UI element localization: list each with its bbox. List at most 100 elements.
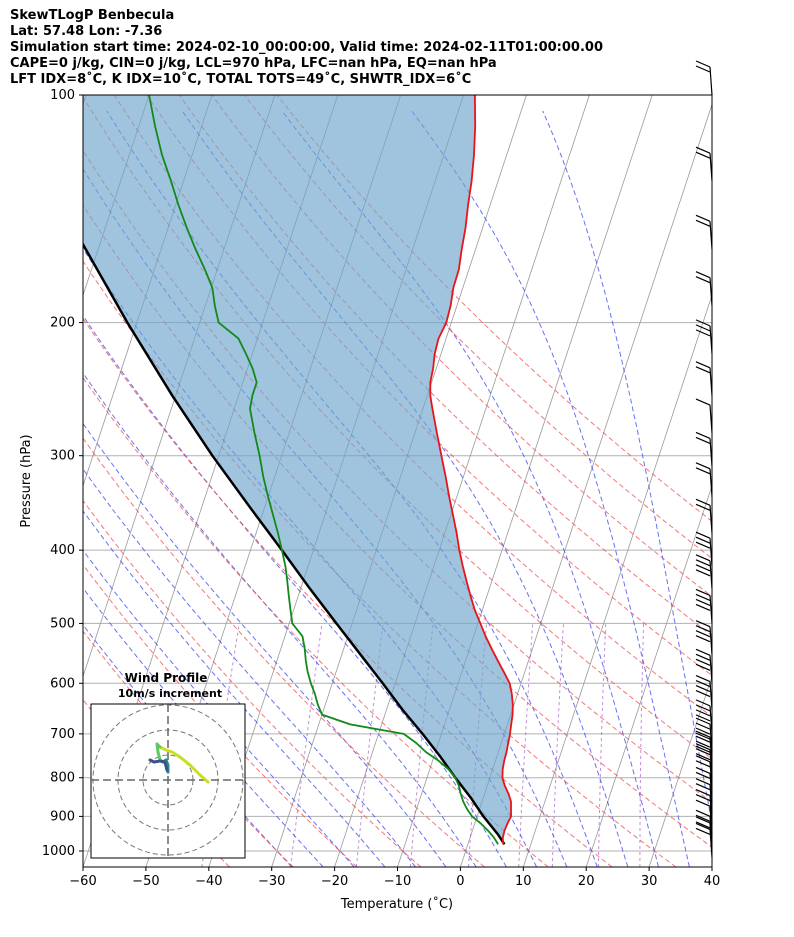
isotherm-10 — [522, 293, 712, 867]
mixing-ratio-line — [551, 623, 564, 867]
mixing-ratio-line — [409, 623, 434, 867]
wind-barb-flag — [695, 727, 711, 735]
wind-barb-flag — [695, 603, 711, 611]
location-info: Lat: 57.48 Lon: -7.36 — [10, 24, 163, 39]
dry-adiabat — [244, 95, 712, 560]
hodograph-segment — [170, 750, 182, 759]
wind-barb-flag — [695, 398, 711, 406]
y-tick-label: 800 — [50, 771, 75, 786]
wind-barb-flag — [695, 319, 711, 327]
wind-barb-flag — [695, 329, 711, 337]
wind-barb — [695, 214, 713, 250]
wind-barb-flag — [695, 822, 711, 831]
y-tick-label: 700 — [50, 727, 75, 742]
wind-barb-flag — [695, 462, 711, 470]
moist-adiabat — [83, 468, 416, 867]
y-tick-label: 500 — [50, 616, 75, 631]
wind-barb-flag — [695, 635, 711, 643]
wind-barb-staff — [709, 66, 713, 96]
wind-barb-flag — [695, 648, 711, 656]
wind-barb-flag — [695, 689, 711, 698]
hodograph-segment — [148, 758, 156, 764]
wind-barb-flag — [695, 541, 711, 549]
wind-barb-flag — [695, 789, 711, 797]
wind-barb-flag — [695, 722, 711, 730]
wind-barb-flag — [695, 536, 711, 544]
wind-barb — [695, 60, 713, 96]
wind-barb-flag — [695, 214, 711, 222]
wind-barb — [695, 743, 713, 778]
hodograph-title: Wind Profile — [125, 671, 208, 685]
y-axis-label: Pressure (hPa) — [19, 434, 34, 527]
isotherm--20 — [334, 95, 590, 867]
hodograph-segment — [198, 773, 210, 784]
wind-barb-flag — [695, 361, 711, 369]
wind-barb-flag — [695, 679, 711, 688]
wind-barb — [695, 588, 713, 624]
wind-barb-flag — [695, 569, 711, 577]
cape-shading — [83, 95, 513, 845]
chart-title: SkewTLogP Benbecula — [10, 8, 175, 23]
x-tick-label: −50 — [132, 874, 159, 889]
wind-barb-flag — [695, 755, 711, 763]
wind-barb — [695, 398, 713, 434]
wind-barb-flag — [695, 821, 711, 829]
mixing-ratio-line — [355, 623, 384, 867]
parcel-profile-line — [83, 241, 506, 845]
x-tick-label: −10 — [384, 874, 411, 889]
hodograph-segment — [188, 763, 202, 777]
y-tick-label: 300 — [50, 449, 75, 464]
mixing-ratio-line — [597, 623, 607, 867]
wind-barb-flag — [695, 531, 711, 539]
wind-barb — [695, 674, 713, 710]
wind-barb-flag — [695, 503, 711, 511]
wind-barb-flag — [695, 276, 711, 284]
wind-barb-flag — [695, 827, 711, 836]
isotherm-30 — [648, 675, 712, 867]
dry-adiabat — [83, 437, 485, 867]
wind-barb-flag — [695, 799, 711, 807]
wind-barb-flag — [695, 653, 711, 661]
isotherm-50 — [775, 95, 794, 867]
wind-barb — [695, 146, 713, 182]
wind-barb-flag — [695, 740, 711, 748]
wind-barb-flag — [695, 783, 711, 791]
wind-barb-flag — [695, 625, 711, 633]
wind-barb-flag — [695, 593, 711, 601]
wind-barb-flag — [695, 743, 711, 751]
y-tick-label: 600 — [50, 676, 75, 691]
moist-adiabat — [542, 110, 712, 826]
wind-barb-flag — [695, 816, 711, 824]
wind-barb-flag — [695, 559, 711, 567]
wind-barb — [695, 822, 713, 858]
wind-barb-flag — [695, 588, 711, 596]
wind-barb — [695, 554, 713, 589]
wind-barb-flag — [695, 219, 711, 227]
x-tick-label: −60 — [69, 874, 96, 889]
moist-adiabat — [83, 314, 507, 867]
x-axis-label: Temperature (˚C) — [340, 896, 453, 912]
wind-barb — [695, 361, 713, 396]
dewpoint-line — [148, 95, 499, 845]
hodograph-subtitle: 10m/s increment — [118, 687, 222, 700]
x-tick-label: 30 — [641, 874, 658, 889]
wind-barb-flag — [695, 431, 711, 440]
stability-indices-1: CAPE=0 j/kg, CIN=0 j/kg, LCL=970 hPa, LF… — [10, 56, 497, 71]
wind-barb-flag — [695, 735, 711, 743]
wind-barb-flag — [695, 620, 711, 628]
temperature-line — [429, 95, 514, 845]
wind-barb-flag — [695, 663, 711, 671]
hodograph-trace — [148, 742, 210, 784]
wind-barb-flag — [695, 717, 711, 725]
mixing-ratio-line — [639, 623, 645, 867]
wind-barb — [695, 431, 713, 467]
wind-barb-flag — [695, 60, 711, 68]
wind-barb-flag — [695, 771, 711, 780]
wind-barb — [695, 648, 713, 684]
x-tick-label: 10 — [515, 874, 532, 889]
y-tick-label: 900 — [50, 809, 75, 824]
wind-barb-flag — [695, 814, 711, 822]
hodograph-inset: Wind Profile 10m/s increment — [90, 671, 246, 859]
wind-barbs — [695, 60, 713, 858]
isotherm-40 — [711, 865, 712, 867]
